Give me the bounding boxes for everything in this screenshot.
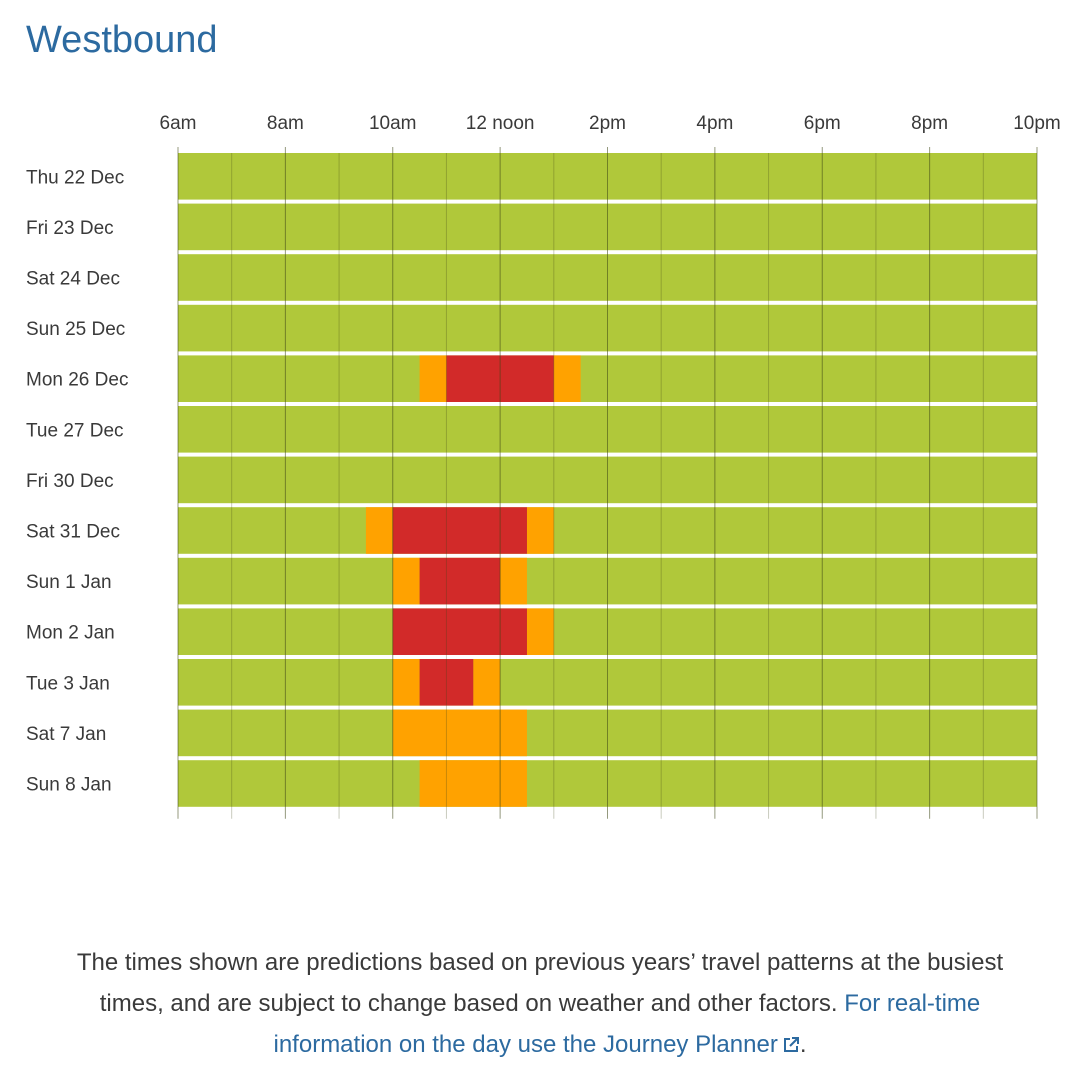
busy-segment: [392, 709, 527, 757]
row-label: Fri 23 Dec: [26, 218, 114, 239]
footnote-text: The times shown are predictions based on…: [76, 949, 1004, 1017]
external-link-icon: [783, 1037, 799, 1052]
x-tick-label: 10am: [369, 113, 417, 134]
row-label: Sun 1 Jan: [26, 572, 112, 593]
x-tick-label: 12 noon: [466, 113, 535, 134]
journey-planner-link[interactable]: For real-time information on the day use…: [274, 990, 981, 1058]
busy-segment: [473, 659, 501, 706]
footnote-end: .: [799, 1031, 807, 1058]
busy-segment: [526, 507, 554, 554]
very-busy-segment: [392, 507, 527, 554]
row-label: Fri 30 Dec: [26, 471, 114, 492]
row-label: Sat 24 Dec: [26, 269, 120, 290]
x-tick-label: 6pm: [804, 113, 841, 134]
row-label: Sat 31 Dec: [26, 522, 120, 543]
busy-segment: [419, 760, 527, 807]
busy-segment: [500, 557, 527, 605]
very-busy-segment: [392, 608, 527, 655]
busy-segment: [553, 355, 581, 402]
journey-planner-link-text: For real-time information on the day use…: [273, 990, 981, 1058]
row-label: Sun 25 Dec: [26, 319, 125, 340]
footnote: The times shown are predictions based on…: [60, 942, 1020, 1065]
row-label: Sat 7 Jan: [26, 724, 106, 745]
x-tick-label: 8am: [267, 113, 304, 134]
x-tick-label: 6am: [160, 113, 197, 134]
busy-segment: [419, 355, 447, 402]
page-title: Westbound: [26, 19, 218, 61]
x-tick-label: 8pm: [911, 113, 948, 134]
very-busy-segment: [419, 557, 501, 605]
row-label: Tue 3 Jan: [26, 673, 110, 694]
row-label: Sun 8 Jan: [26, 775, 112, 796]
x-tick-label: 4pm: [696, 113, 733, 134]
busy-segment: [365, 507, 393, 554]
traffic-heatmap-chart: Thu 22 Dec Fri 23 Dec Sat 24 Dec Sun 25 Dec…: [26, 113, 1061, 819]
row-label: Tue 27 Dec: [26, 420, 124, 441]
busy-segment: [526, 608, 554, 655]
busy-segment: [392, 659, 420, 706]
row-label: Thu 22 Dec: [26, 167, 124, 188]
busy-segment: [392, 557, 420, 605]
very-busy-segment: [419, 659, 474, 706]
x-tick-label: 2pm: [589, 113, 626, 134]
row-label: Mon 26 Dec: [26, 370, 128, 391]
row-label: Mon 2 Jan: [26, 623, 115, 644]
x-tick-label: 10pm: [1013, 113, 1061, 134]
